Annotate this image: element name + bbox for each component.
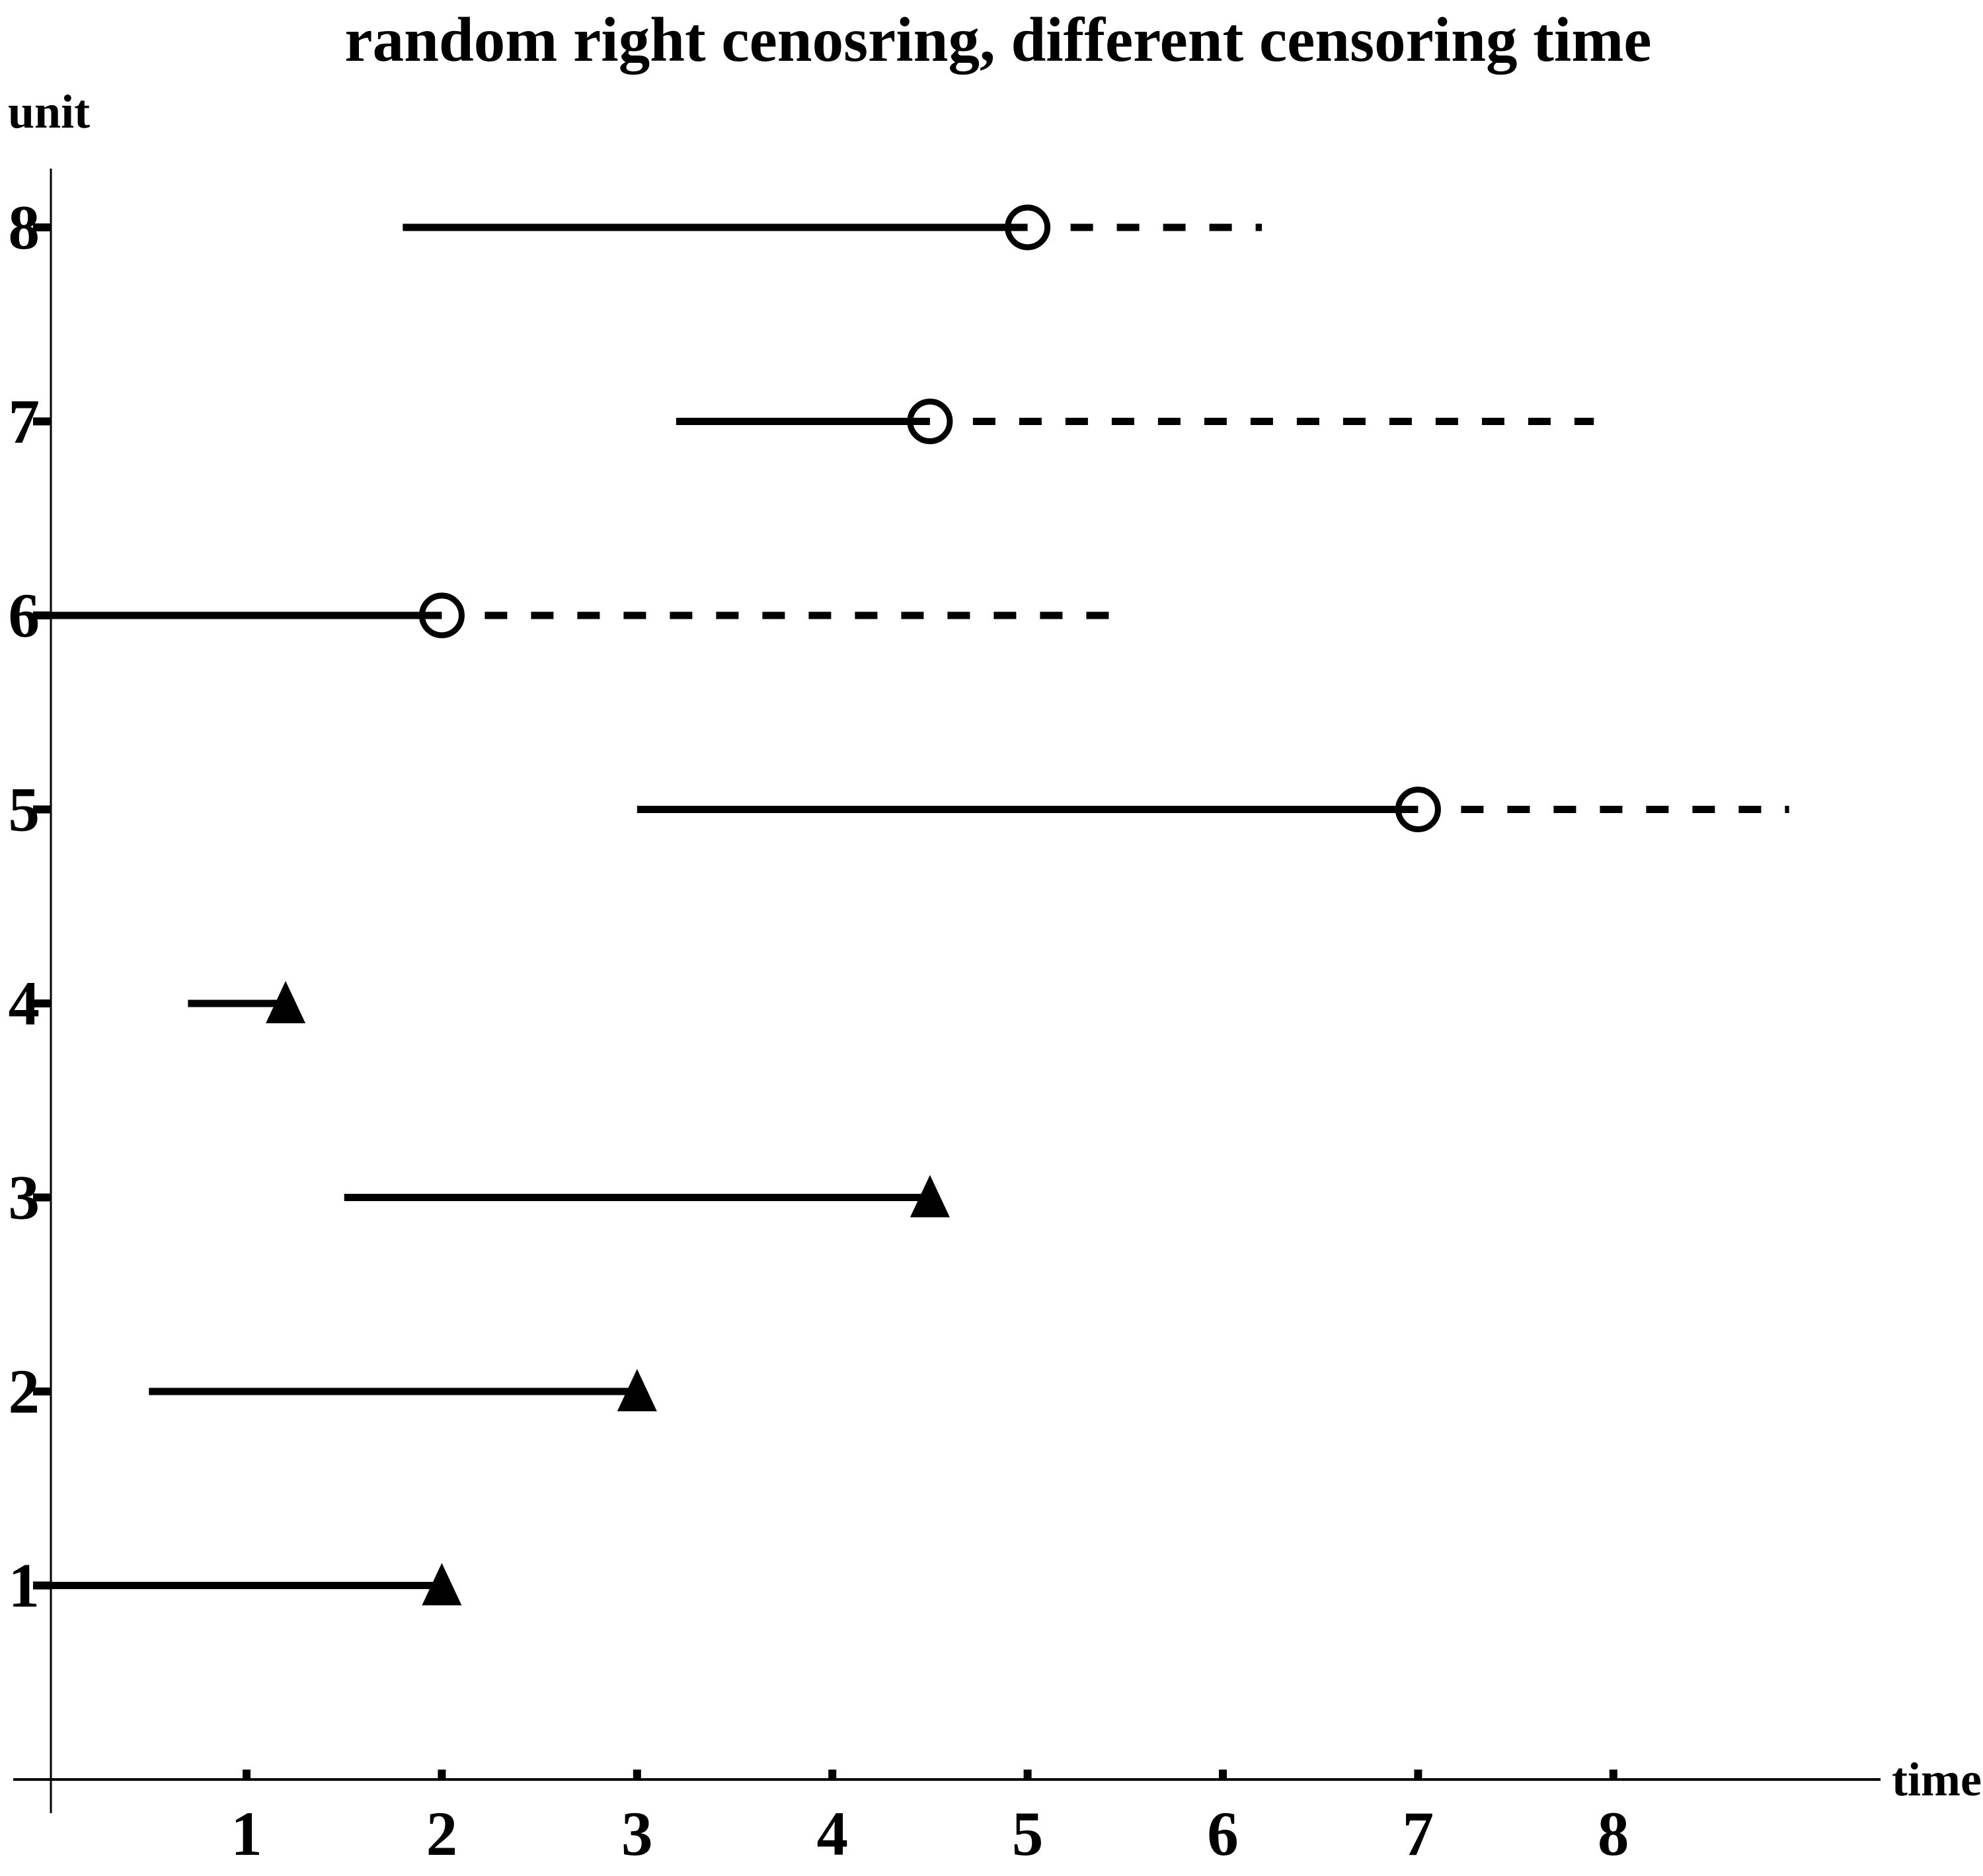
y-tick-label-5: 5 bbox=[9, 775, 40, 845]
x-tick-group: 1 2 3 4 5 6 7 8 bbox=[231, 1770, 1629, 1869]
y-tick-label-2: 2 bbox=[9, 1356, 40, 1427]
unit-4-event-marker-filled-triangle-icon bbox=[266, 981, 306, 1023]
y-tick-label-4: 4 bbox=[9, 968, 40, 1038]
chart-title: random right cenosring, different censor… bbox=[344, 5, 1651, 75]
unit-1-event-marker-filled-triangle-icon bbox=[422, 1563, 462, 1606]
x-tick-label-1: 1 bbox=[231, 1799, 262, 1869]
unit-6-censor-marker-open-circle-icon bbox=[418, 592, 465, 639]
unit-7-censor-marker-open-circle-icon bbox=[907, 399, 953, 444]
x-axis-title: time bbox=[1892, 1753, 1982, 1806]
series-group bbox=[51, 204, 1789, 1606]
y-tick-label-3: 3 bbox=[9, 1163, 40, 1233]
x-tick-label-3: 3 bbox=[621, 1799, 653, 1869]
y-tick-label-6: 6 bbox=[9, 580, 40, 650]
unit-2-event-marker-filled-triangle-icon bbox=[617, 1369, 657, 1411]
x-tick-label-6: 6 bbox=[1207, 1799, 1239, 1869]
y-axis-title: unit bbox=[8, 85, 90, 138]
unit-3-event-marker-filled-triangle-icon bbox=[910, 1175, 950, 1218]
y-tick-label-7: 7 bbox=[9, 387, 40, 457]
axes bbox=[13, 169, 1881, 1813]
x-tick-label-5: 5 bbox=[1012, 1799, 1044, 1869]
y-tick-group: 1 2 3 4 5 6 7 8 bbox=[9, 192, 52, 1621]
x-tick-label-8: 8 bbox=[1598, 1799, 1629, 1869]
unit-8-censor-marker-open-circle-icon bbox=[1005, 204, 1051, 251]
y-tick-label-1: 1 bbox=[9, 1551, 40, 1621]
x-tick-label-4: 4 bbox=[816, 1799, 848, 1869]
x-tick-label-2: 2 bbox=[426, 1799, 458, 1869]
x-tick-label-7: 7 bbox=[1403, 1799, 1434, 1869]
y-tick-label-8: 8 bbox=[9, 192, 40, 262]
unit-5-censor-marker-open-circle-icon bbox=[1395, 787, 1441, 832]
